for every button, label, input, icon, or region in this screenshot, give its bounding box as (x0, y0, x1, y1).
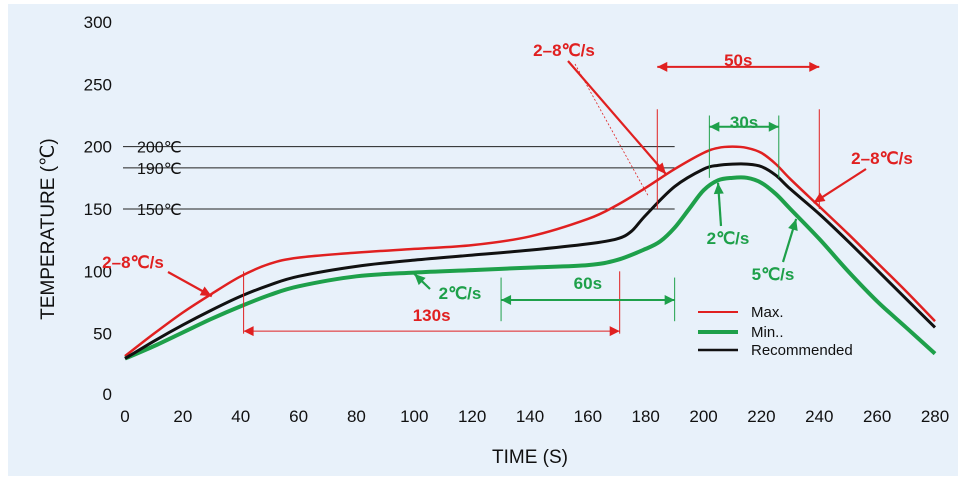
legend-label: Recommended (751, 342, 853, 359)
series-layer (124, 145, 937, 361)
x-tick-label: 80 (347, 407, 366, 426)
x-tick-label: 100 (400, 407, 428, 426)
x-tick-label: 260 (863, 407, 891, 426)
annotation-arrowhead (414, 273, 426, 286)
annotation-label: 2–8℃/s (102, 253, 164, 272)
span-arrow (709, 121, 720, 132)
x-tick-label: 40 (231, 407, 250, 426)
x-tick-label: 160 (574, 407, 602, 426)
reference-line-label: 190℃ (137, 161, 182, 178)
y-tick-label: 200 (84, 138, 112, 157)
reference-line-label: 200℃ (137, 140, 182, 157)
span-arrow (657, 61, 668, 72)
annotation-label: 2–8℃/s (851, 149, 913, 168)
x-tick-label: 200 (689, 407, 717, 426)
annotations-layer: 2–8℃/s2–8℃/s2–8℃/s50s130s30s60s2℃/s2℃/s5… (102, 41, 913, 325)
annotation-leader (574, 63, 649, 197)
annotation-pointer (567, 60, 667, 175)
axes-layer: 0 20 40 60 80 100 120 140 160 180 200 220 240 260 280 0… (38, 13, 949, 468)
annotation-label: 30s (730, 113, 758, 132)
annotation-label: 130s (413, 306, 451, 325)
x-tick-label: 120 (458, 407, 486, 426)
x-tick-label: 0 (120, 407, 129, 426)
reflow-profile-chart: 0 20 40 60 80 100 120 140 160 180 200 220 240 260 280 0… (38, 13, 949, 468)
annotation-label: 60s (574, 274, 602, 293)
x-tick-label: 180 (632, 407, 660, 426)
y-tick-label: 0 (103, 385, 112, 404)
span-arrow (243, 326, 254, 337)
y-tick-label: 300 (84, 13, 112, 32)
x-tick-label: 220 (747, 407, 775, 426)
annotation-label: 2–8℃/s (533, 41, 595, 60)
series-line (124, 175, 937, 361)
span-arrow (664, 295, 675, 306)
spans-layer (243, 61, 820, 337)
annotation-label: 50s (724, 51, 752, 70)
series-line (124, 162, 937, 360)
annotation-label: 2℃/s (707, 229, 750, 248)
x-tick-label: 240 (805, 407, 833, 426)
span-arrow (768, 121, 779, 132)
y-tick-label: 250 (84, 75, 112, 94)
span-arrow (609, 326, 620, 337)
y-tick-label: 50 (93, 325, 112, 344)
span-arrow (809, 61, 820, 72)
reference-line-label: 150℃ (137, 202, 182, 219)
legend-label: Max. (751, 304, 784, 321)
series-line (124, 145, 936, 358)
annotation-arrowhead (788, 218, 798, 231)
x-tick-label: 280 (921, 407, 949, 426)
annotation-label: 5℃/s (752, 265, 795, 284)
x-tick-label: 20 (173, 407, 192, 426)
span-arrow (501, 295, 512, 306)
annotation-arrowhead (813, 192, 826, 203)
x-tick-label: 60 (289, 407, 308, 426)
x-tick-label: 140 (516, 407, 544, 426)
chart-frame: 0 20 40 60 80 100 120 140 160 180 200 220 240 260 280 0… (8, 4, 958, 476)
annotation-arrowhead (713, 182, 724, 195)
annotation-arrowhead (199, 286, 212, 297)
legend-layer: Max. Min..Recommended (698, 304, 853, 359)
y-axis-title: TEMPERATURE (℃) (38, 138, 59, 319)
reference-lines-layer: 200℃ 190℃ 150℃ (123, 140, 675, 219)
annotation-arrowhead (654, 162, 666, 175)
x-axis-title: TIME (S) (492, 447, 568, 468)
y-tick-label: 150 (84, 200, 112, 219)
annotation-label: 2℃/s (439, 284, 482, 303)
legend-label: Min.. (751, 324, 784, 341)
y-tick-label: 100 (84, 262, 112, 281)
